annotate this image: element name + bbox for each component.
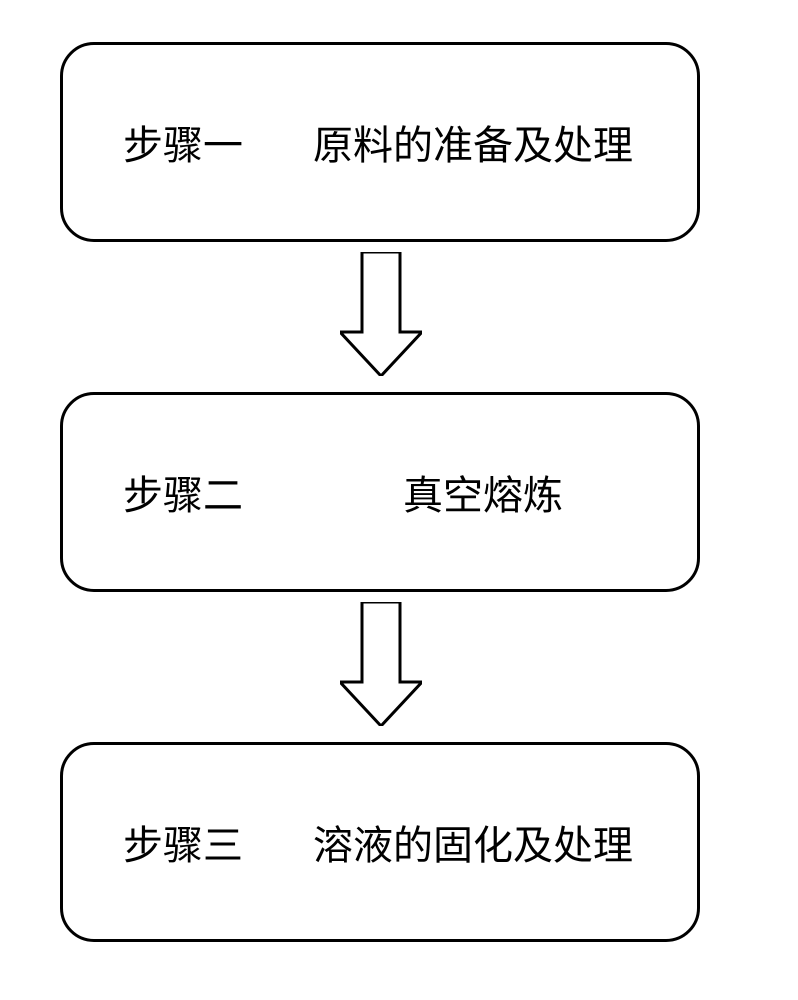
arrow-polygon (340, 602, 422, 726)
step-label: 步骤二 (123, 463, 243, 521)
arrow-down-icon (340, 602, 422, 726)
flowchart-node-step3: 步骤三 溶液的固化及处理 (60, 742, 700, 942)
flowchart-arrow-down (340, 602, 422, 726)
step-title: 溶液的固化及处理 (313, 813, 633, 871)
step-title: 原料的准备及处理 (313, 113, 633, 171)
flowchart-node-step1: 步骤一 原料的准备及处理 (60, 42, 700, 242)
arrow-down-icon (340, 252, 422, 376)
flowchart-node-step2: 步骤二 真空熔炼 (60, 392, 700, 592)
flowchart-canvas: 步骤一 原料的准备及处理 步骤二 真空熔炼 步骤三 溶液的固化及处理 (0, 0, 798, 1000)
step-label: 步骤三 (123, 813, 243, 871)
step-title: 真空熔炼 (403, 463, 563, 521)
arrow-polygon (340, 252, 422, 376)
flowchart-arrow-down (340, 252, 422, 376)
step-label: 步骤一 (123, 113, 243, 171)
